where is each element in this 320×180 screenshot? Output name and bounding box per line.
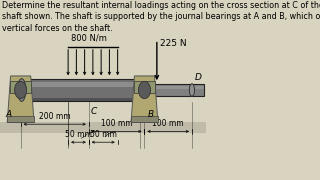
Text: 225 N: 225 N — [160, 39, 187, 48]
Polygon shape — [7, 76, 34, 122]
Bar — [140, 86, 204, 89]
Bar — [134, 81, 155, 93]
Bar — [7, 116, 34, 122]
Bar — [20, 79, 140, 101]
Text: A: A — [5, 110, 11, 119]
Ellipse shape — [18, 79, 26, 101]
Text: C: C — [91, 107, 97, 116]
Text: 100 mm: 100 mm — [101, 119, 132, 128]
Text: D: D — [195, 73, 202, 82]
Bar — [140, 84, 204, 96]
Ellipse shape — [139, 81, 150, 99]
Text: 100 mm: 100 mm — [152, 119, 184, 128]
Text: 50 mm: 50 mm — [90, 130, 116, 139]
Bar — [20, 98, 140, 101]
Ellipse shape — [189, 84, 195, 96]
Text: 50 mm: 50 mm — [65, 130, 92, 139]
Polygon shape — [131, 76, 158, 122]
Bar — [131, 116, 158, 122]
Text: Determine the resultant internal loadings acting on the cross section at C of th: Determine the resultant internal loading… — [2, 1, 320, 33]
Bar — [20, 82, 140, 87]
Text: B: B — [148, 110, 154, 119]
Text: 800 N/m: 800 N/m — [71, 33, 107, 42]
Ellipse shape — [15, 81, 27, 99]
Bar — [0, 122, 206, 133]
Text: 200 mm: 200 mm — [39, 112, 70, 121]
Bar — [10, 81, 31, 93]
